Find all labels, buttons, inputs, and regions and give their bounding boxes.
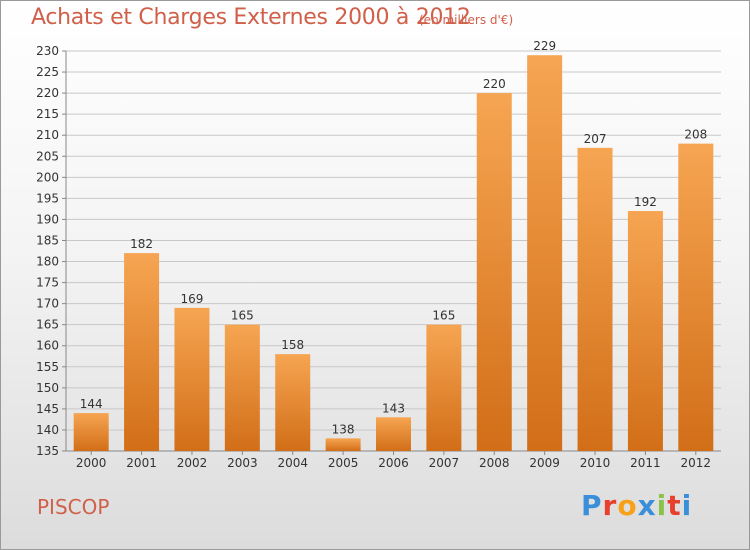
bar-value-label: 138 xyxy=(332,422,355,436)
bar-value-label: 220 xyxy=(483,77,506,91)
y-tick-label: 225 xyxy=(36,65,59,79)
bar-value-label: 165 xyxy=(432,309,455,323)
y-tick-label: 210 xyxy=(36,128,59,142)
chart-subtitle: (en milliers d'€) xyxy=(419,13,514,27)
bar xyxy=(174,307,210,451)
y-tick-label: 140 xyxy=(36,423,59,437)
x-tick-label: 2004 xyxy=(277,456,308,470)
chart-title: Achats et Charges Externes 2000 à 2012 xyxy=(31,5,471,30)
bar xyxy=(627,211,663,451)
bars xyxy=(73,55,714,452)
y-tick-label: 170 xyxy=(36,297,59,311)
y-tick-label: 135 xyxy=(36,444,59,458)
y-tick-label: 220 xyxy=(36,86,59,100)
bar-value-label: 182 xyxy=(130,237,153,251)
logo-letter: x xyxy=(637,489,657,522)
bar-value-label: 229 xyxy=(533,39,556,53)
bar xyxy=(476,93,512,452)
bar xyxy=(527,55,563,452)
bar xyxy=(376,417,411,451)
bar-value-label: 144 xyxy=(80,397,103,411)
y-tick-label: 200 xyxy=(36,170,59,184)
gridlines xyxy=(66,50,721,431)
axes: 135 140 145 150 155 160 165 170 175 180 185 190 195 2… xyxy=(36,44,721,458)
logo-letter: o xyxy=(617,489,638,522)
y-tick-label: 175 xyxy=(36,276,59,290)
y-tick-label: 150 xyxy=(36,381,59,395)
x-tick-label: 2009 xyxy=(529,456,560,470)
bar xyxy=(325,438,361,451)
x-tick-label: 2008 xyxy=(479,456,510,470)
proxiti-logo[interactable]: Proxiti xyxy=(581,489,692,522)
x-tick-label: 2006 xyxy=(378,456,409,470)
y-tick-label: 195 xyxy=(36,191,59,205)
bar-value-label: 158 xyxy=(281,338,304,352)
x-tick-label: 2001 xyxy=(126,456,157,470)
labels: 144 2000 182 2001 169 2002 165 2003 158 2004 138 20… xyxy=(76,39,711,470)
bar xyxy=(224,324,260,451)
bar-value-label: 207 xyxy=(584,132,607,146)
bar-value-label: 143 xyxy=(382,401,405,415)
x-tick-label: 2003 xyxy=(227,456,258,470)
bar-value-label: 169 xyxy=(181,292,204,306)
bar xyxy=(426,324,462,451)
x-tick-label: 2000 xyxy=(76,456,107,470)
y-tick-label: 165 xyxy=(36,318,59,332)
bar xyxy=(73,413,109,451)
place-name: PISCOP xyxy=(37,495,110,519)
logo-letter: i xyxy=(656,489,668,522)
y-tick-label: 205 xyxy=(36,149,59,163)
bar xyxy=(577,147,613,451)
y-tick-label: 185 xyxy=(36,233,59,247)
bar xyxy=(678,143,714,451)
x-tick-label: 2007 xyxy=(429,456,460,470)
y-tick-label: 145 xyxy=(36,402,59,416)
bar xyxy=(275,354,311,451)
logo-letter: i xyxy=(681,489,693,522)
bar-value-label: 192 xyxy=(634,195,657,209)
y-tick-label: 230 xyxy=(36,44,59,58)
x-tick-label: 2002 xyxy=(177,456,208,470)
y-tick-label: 155 xyxy=(36,360,59,374)
y-tick-label: 180 xyxy=(36,255,59,269)
y-tick-label: 190 xyxy=(36,212,59,226)
bar xyxy=(124,253,160,451)
logo-letter: P xyxy=(581,489,603,522)
x-tick-label: 2010 xyxy=(580,456,611,470)
bar-chart: 135 140 145 150 155 160 165 170 175 180 185 190 195 2… xyxy=(36,39,721,470)
logo-letter: r xyxy=(602,489,618,522)
bar-value-label: 165 xyxy=(231,309,254,323)
y-tick-label: 215 xyxy=(36,107,59,121)
bar-value-label: 208 xyxy=(684,128,707,142)
x-tick-label: 2011 xyxy=(630,456,661,470)
x-tick-label: 2012 xyxy=(681,456,712,470)
logo-letter: t xyxy=(667,489,682,522)
y-tick-label: 160 xyxy=(36,339,59,353)
x-tick-label: 2005 xyxy=(328,456,359,470)
